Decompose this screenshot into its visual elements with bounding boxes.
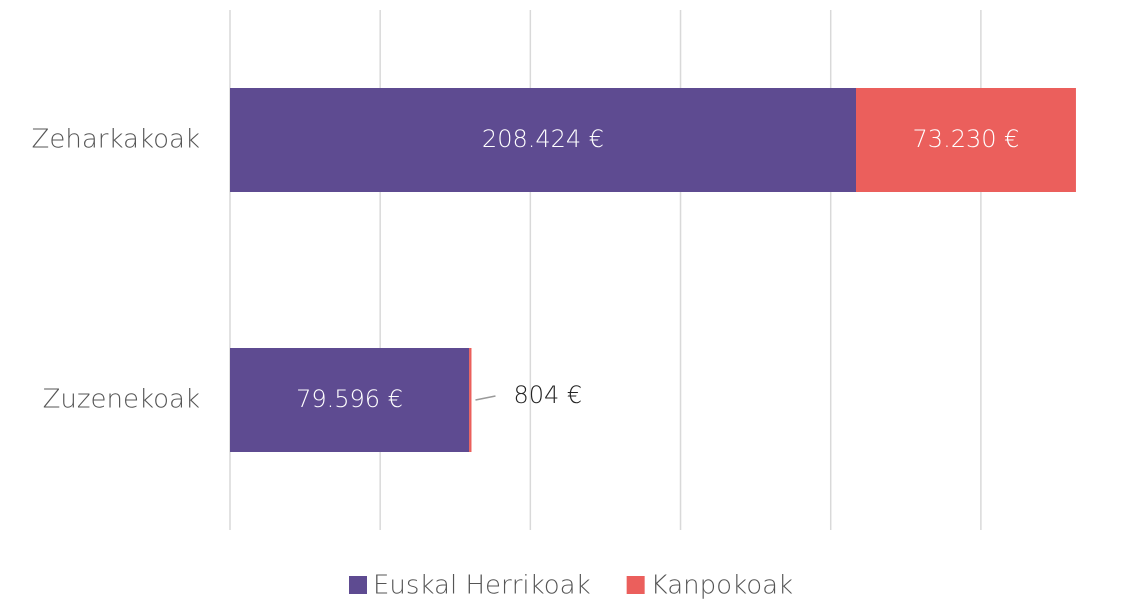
data-label: 208.424 €	[482, 125, 604, 153]
y-tick-label: Zuzenekoak	[43, 385, 200, 415]
bar-segment	[469, 348, 472, 452]
leader-line	[475, 395, 496, 401]
bar-segment	[230, 348, 470, 452]
legend-label: Euskal Herrikoak	[373, 571, 591, 600]
data-label: 804 €	[513, 381, 582, 409]
bar-segment	[856, 88, 1076, 192]
legend-label: Kanpokoak	[651, 571, 793, 600]
legend-swatch	[626, 576, 645, 594]
bar-segment	[230, 88, 857, 192]
y-tick-label: Zeharkakoak	[32, 125, 200, 155]
legend-swatch	[349, 576, 367, 594]
data-label: 73.230 €	[913, 125, 1020, 153]
data-label: 79.596 €	[296, 385, 403, 413]
